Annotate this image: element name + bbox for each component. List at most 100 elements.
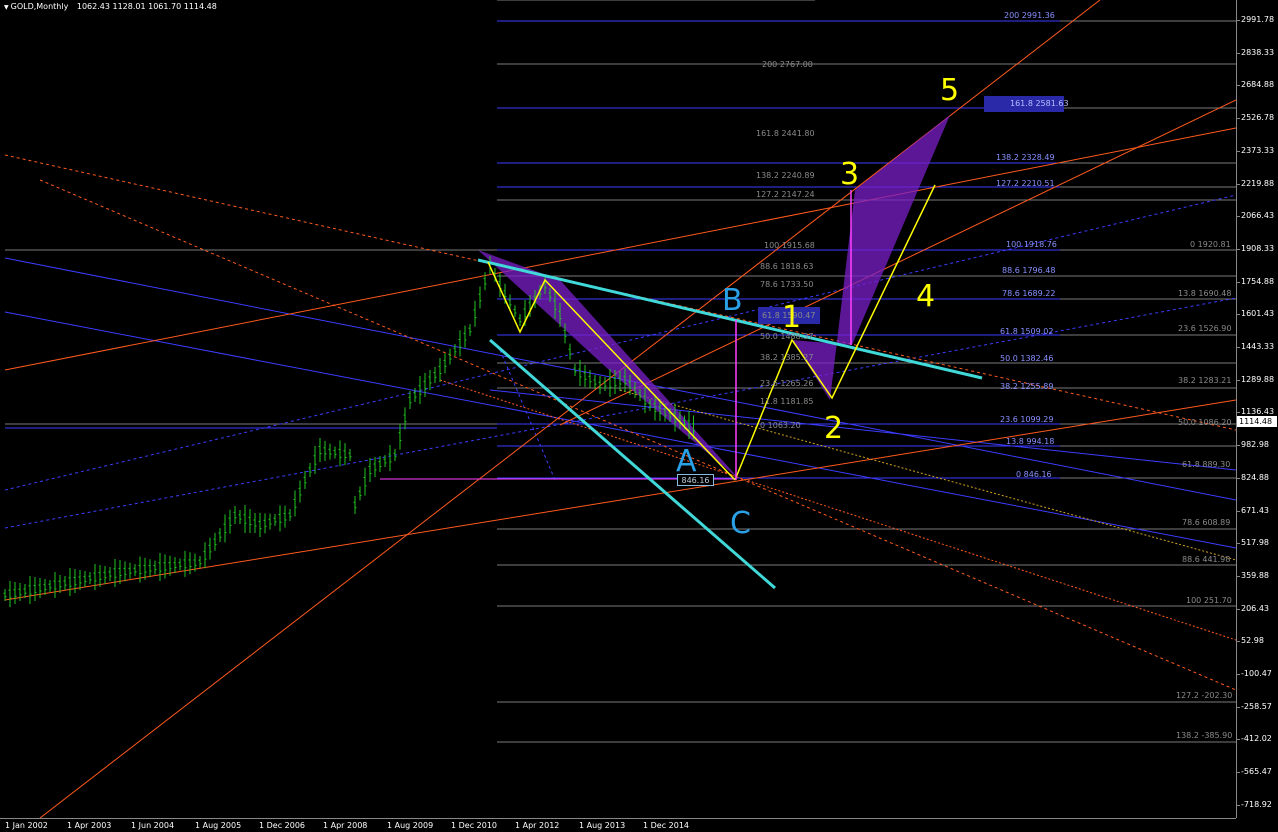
- trendline-yellow-dotted: [619, 389, 1236, 561]
- fib-label: 0 846.16: [1016, 470, 1052, 479]
- time-tick-label: 1 Dec 2006: [259, 821, 306, 830]
- fib-label: 23.6 1265.26: [760, 379, 814, 388]
- fib-label: 50.0 1086.20: [1178, 418, 1232, 427]
- fib-label: 100 251.70: [1186, 596, 1232, 605]
- chart-area[interactable]: ▼ GOLD,Monthly 1062.43 1128.01 1061.70 11…: [0, 0, 1236, 818]
- fib-label: 161.8 2581.63: [1010, 99, 1069, 108]
- wave-label-C: C: [730, 506, 751, 541]
- wave-label-B: B: [722, 283, 743, 318]
- price-tag: 846.16: [677, 474, 714, 486]
- fib-label: 13.8 1690.48: [1178, 289, 1232, 298]
- trendline-blue: [489, 389, 1236, 471]
- fib-label: 127.2 2210.51: [996, 179, 1055, 188]
- price-tick-label: 982.98: [1237, 440, 1269, 450]
- fib-label: 50.0 1488.37: [760, 332, 814, 341]
- price-tick-label: 2219.88: [1236, 178, 1275, 188]
- fib-label: 0 1920.81: [1190, 240, 1231, 249]
- fib-label: 50.0 1382.46: [1000, 354, 1054, 363]
- time-tick-label: 1 Aug 2013: [579, 821, 626, 830]
- fib-label: 38.2 1385.27: [760, 353, 814, 362]
- price-tick-label: -412.02: [1237, 734, 1272, 744]
- price-tick-label: 1443.33: [1236, 342, 1275, 351]
- wave-abc-line: [487, 261, 736, 481]
- wave-label-3: 3: [840, 157, 860, 192]
- price-tick-label: 206.43: [1237, 603, 1269, 613]
- dropdown-triangle-icon[interactable]: ▼: [4, 4, 9, 11]
- fib-label: 127.2 -202.30: [1176, 691, 1233, 700]
- price-tick-label: 2373.33: [1236, 145, 1275, 155]
- trendline-orange: [4, 399, 1236, 601]
- fib-label: 38.2 1283.21: [1178, 376, 1232, 385]
- harmonic-pattern-right: [792, 115, 950, 400]
- price-axis[interactable]: 2991.78 2838.33 2684.88 2526.78 2373.33 2219.…: [1236, 0, 1278, 818]
- fib-label: 78.6 1689.22: [1002, 289, 1056, 298]
- wave-label-4: 4: [916, 279, 936, 314]
- time-tick-label: 1 Apr 2003: [67, 821, 112, 830]
- trendline-orange: [4, 127, 1236, 371]
- price-tick-label: 1289.88: [1236, 374, 1275, 384]
- price-tick-label: 2526.78: [1236, 113, 1275, 123]
- fib-label: 38.2 1255.89: [1000, 382, 1054, 391]
- fib-label: 61.8 1590.47: [762, 311, 816, 320]
- fib-label: 23.6 1099.29: [1000, 415, 1054, 424]
- fib-highlight-box: [984, 96, 1064, 112]
- time-tick-label: 1 Aug 2005: [195, 821, 242, 830]
- price-tick-label: 2838.33: [1236, 47, 1275, 57]
- wave-label-5: 5: [940, 73, 960, 108]
- trendline-orange-dotted: [39, 179, 1236, 691]
- price-tick-label: 517.98: [1237, 538, 1269, 548]
- price-tick-label: 1601.43: [1236, 309, 1275, 319]
- price-tick-label: 2684.88: [1236, 80, 1275, 90]
- fib-label: 138.2 -385.90: [1176, 731, 1233, 740]
- fib-label: 61.8 1509.02: [1000, 327, 1054, 336]
- fib-label: 78.6 1733.50: [760, 280, 814, 289]
- wave-label-1: 1: [782, 300, 802, 335]
- price-tick-label: 52.98: [1237, 636, 1264, 646]
- fib-label: 100 1915.68: [764, 241, 815, 250]
- time-tick-label: 1 Aug 2009: [387, 821, 434, 830]
- price-tick-label: 671.43: [1237, 505, 1269, 515]
- fib-label: 88.6 1796.48: [1002, 266, 1056, 275]
- fib-label: 100 1918.76: [1006, 240, 1057, 249]
- time-tick-label: 1 Jun 2004: [131, 821, 175, 830]
- time-tick-label: 1 Dec 2014: [643, 821, 690, 830]
- price-tick-label: -100.47: [1237, 669, 1272, 678]
- price-chart[interactable]: [0, 0, 1236, 818]
- symbol-label: GOLD,Monthly: [10, 2, 69, 11]
- fib-label: 61.8 889.30: [1182, 460, 1231, 469]
- channel-line-lower: [489, 338, 776, 590]
- fib-label: 88.6 1818.63: [760, 262, 814, 271]
- trendline-blue-dotted: [4, 297, 1236, 529]
- channel-line-upper: [477, 258, 983, 380]
- trendline-orange-dotted: [439, 379, 1236, 641]
- fib-label: 88.6 441.98: [1182, 555, 1231, 564]
- price-tick-label: 1136.43: [1236, 407, 1275, 417]
- wave-label-2: 2: [824, 411, 844, 446]
- price-tick-label: -565.47: [1237, 767, 1272, 777]
- price-tick-label: 1908.33: [1236, 243, 1275, 253]
- price-tick-label: 1754.88: [1236, 276, 1275, 286]
- time-tick-label: 1 Apr 2008: [323, 821, 368, 830]
- fib-label: 23.6 1526.90: [1178, 324, 1232, 333]
- price-tick-label: 2991.78: [1236, 15, 1275, 24]
- price-tick-label: 824.88: [1237, 472, 1269, 482]
- fib-label: 0 1063.20: [760, 421, 801, 430]
- price-tick-label: -258.57: [1237, 701, 1272, 711]
- time-axis[interactable]: 1 Jan 2002 1 Apr 2003 1 Jun 2004 1 Aug 2005…: [0, 818, 1236, 832]
- trendline-blue-dotted: [4, 194, 1236, 491]
- ohlc-values: 1062.43 1128.01 1061.70 1114.48: [76, 2, 217, 11]
- time-tick-label: 1 Apr 2012: [515, 821, 560, 830]
- fib-highlight-box: [758, 307, 820, 324]
- wave-label-A: A: [676, 444, 697, 479]
- price-tick-label: 2066.43: [1236, 211, 1275, 221]
- price-tick-label: 359.88: [1237, 570, 1269, 580]
- current-price-marker: 1114.48: [1237, 416, 1277, 427]
- fib-label: 127.2 2147.24: [756, 190, 815, 199]
- wave-12345-line: [734, 184, 936, 481]
- trendline-blue: [4, 311, 1236, 549]
- fib-label: 13.8 994.18: [1006, 437, 1055, 446]
- chart-header: ▼ GOLD,Monthly 1062.43 1128.01 1061.70 11…: [4, 2, 217, 11]
- price-tick-label: -718.92: [1237, 799, 1272, 809]
- fib-label: 138.2 2328.49: [996, 153, 1055, 162]
- fib-label: 161.8 2441.80: [756, 129, 815, 138]
